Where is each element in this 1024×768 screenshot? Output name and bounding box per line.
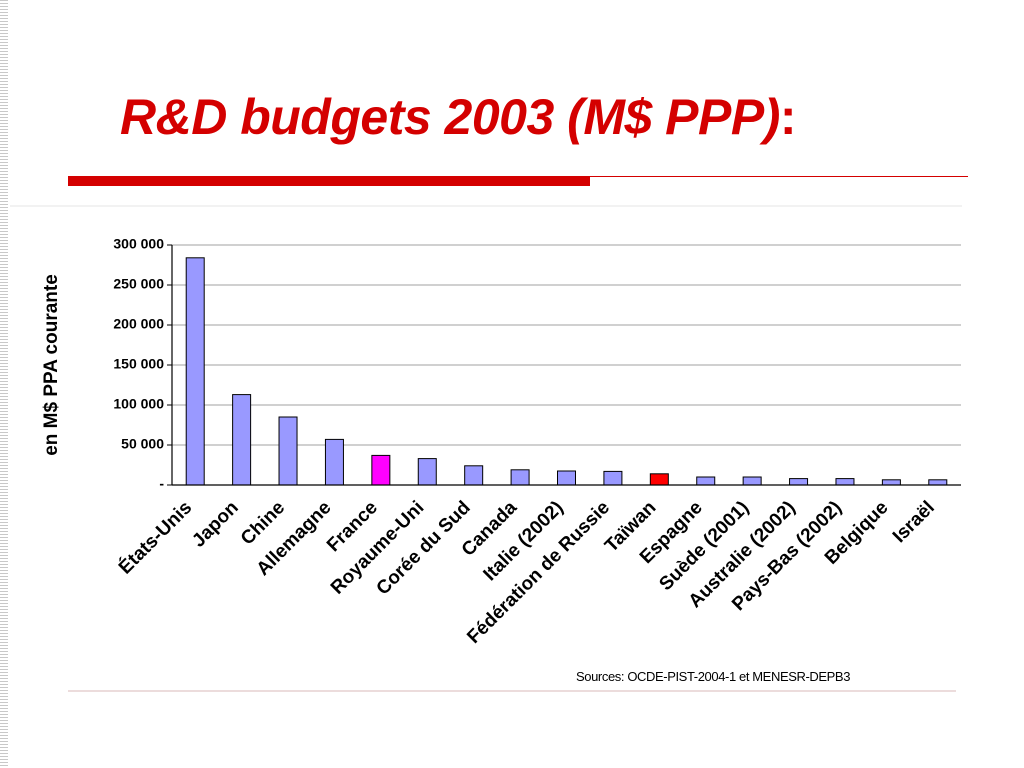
bar bbox=[278, 416, 298, 486]
title-underline-thin bbox=[590, 176, 968, 177]
y-tick-label: 50 000 bbox=[121, 436, 164, 452]
y-tick-label: 250 000 bbox=[113, 276, 164, 292]
bar bbox=[371, 454, 391, 486]
y-tick-label: 100 000 bbox=[113, 396, 164, 412]
axes bbox=[171, 245, 961, 486]
bar bbox=[464, 465, 484, 486]
x-tick-label: Israël bbox=[889, 497, 939, 547]
bar bbox=[324, 438, 344, 486]
bar bbox=[232, 394, 252, 486]
bar bbox=[417, 458, 437, 486]
bar bbox=[881, 479, 901, 486]
y-tick-label: - bbox=[159, 476, 164, 492]
bar bbox=[835, 478, 855, 486]
y-tick-label: 200 000 bbox=[113, 316, 164, 332]
x-tick-label: États-Unis bbox=[114, 497, 196, 579]
slide-title: R&D budgets 2003 (M$ PPP): bbox=[120, 88, 797, 146]
y-tick-label: 300 000 bbox=[113, 236, 164, 252]
bar bbox=[510, 469, 530, 486]
source-note: Sources: OCDE-PIST-2004-1 et MENESR-DEPB… bbox=[576, 669, 851, 684]
y-tick-labels: - 50 000 100 000 150 000 200 000 250 000 300 0… bbox=[113, 236, 164, 492]
bar bbox=[185, 257, 205, 486]
slide-title-text: R&D budgets 2003 (M$ PPP) bbox=[120, 89, 780, 145]
slide: R&D budgets 2003 (M$ PPP): - 50 000 100 00… bbox=[8, 0, 1024, 768]
bar-chart: - 50 000 100 000 150 000 200 000 250 000 300 0… bbox=[10, 205, 962, 692]
bar bbox=[603, 470, 623, 486]
bar bbox=[928, 479, 948, 486]
bars bbox=[185, 257, 948, 486]
bar bbox=[557, 470, 576, 486]
left-decorative-strip bbox=[0, 0, 8, 768]
x-tick-labels: États-UnisJaponChineAllemagneFranceRoyau… bbox=[114, 497, 939, 648]
bar bbox=[742, 476, 762, 486]
slide-title-colon: : bbox=[779, 89, 797, 145]
bar bbox=[649, 473, 669, 486]
y-axis-label: en M$ PPA courante bbox=[41, 274, 62, 456]
grid-lines bbox=[167, 244, 961, 486]
y-tick-label: 150 000 bbox=[113, 356, 164, 372]
bar bbox=[789, 478, 809, 486]
title-underline-thick bbox=[68, 176, 590, 186]
x-tick-label: Japon bbox=[188, 497, 242, 551]
bar bbox=[696, 476, 716, 486]
